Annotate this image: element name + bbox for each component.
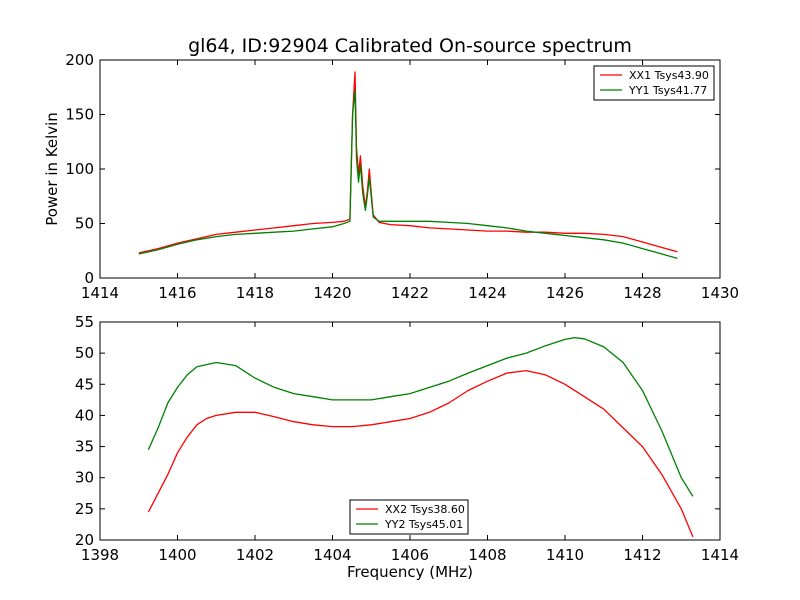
x-tick-label: 1416 xyxy=(158,284,196,302)
x-tick-label: 1400 xyxy=(158,546,196,564)
legend-label: YY2 Tsys45.01 xyxy=(384,518,463,531)
x-tick-label: 1398 xyxy=(81,546,119,564)
x-tick-label: 1428 xyxy=(623,284,661,302)
x-tick-label: 1412 xyxy=(623,546,661,564)
x-tick-label: 1414 xyxy=(701,546,739,564)
x-tick-label: 1430 xyxy=(701,284,739,302)
x-tick-label: 1420 xyxy=(313,284,351,302)
y-tick-label: 0 xyxy=(84,269,94,287)
figure-title: gl64, ID:92904 Calibrated On-source spec… xyxy=(188,35,632,57)
bottom-plot: 1398 1400 1402 1404 1406 1408 1410 1412 1414 20 25… xyxy=(75,313,739,564)
y-tick-label: 200 xyxy=(65,51,94,69)
y-tick-label: 25 xyxy=(75,500,94,518)
series-line-1 xyxy=(147,369,694,538)
y-tick-label: 30 xyxy=(75,469,94,487)
y-axis-label: Power in Kelvin xyxy=(43,112,61,226)
y-tick-label: 50 xyxy=(75,215,94,233)
legend-label: XX1 Tsys43.90 xyxy=(629,69,709,82)
legend: XX2 Tsys38.60 YY2 Tsys45.01 xyxy=(349,499,469,535)
x-axis-label: Frequency (MHz) xyxy=(347,563,473,581)
x-tick-label: 1424 xyxy=(468,284,506,302)
series-line-2 xyxy=(138,89,678,260)
series-line-2 xyxy=(147,336,694,497)
x-tick-label: 1408 xyxy=(468,546,506,564)
x-tick-label: 1422 xyxy=(391,284,429,302)
x-tick-label: 1426 xyxy=(546,284,584,302)
y-tick-label: 50 xyxy=(75,344,94,362)
x-tick-label: 1410 xyxy=(546,546,584,564)
y-tick-label: 40 xyxy=(75,406,94,424)
x-tick-label: 1406 xyxy=(391,546,429,564)
top-plot: 1414 1416 1418 1420 1422 1424 1426 1428 1430 0 50 1… xyxy=(65,51,739,302)
legend-label: XX2 Tsys38.60 xyxy=(385,503,465,516)
x-tick-label: 1404 xyxy=(313,546,351,564)
y-tick-label: 20 xyxy=(75,531,94,549)
x-tick-label: 1402 xyxy=(236,546,274,564)
legend-label: YY1 Tsys41.77 xyxy=(628,84,707,97)
y-tick-label: 35 xyxy=(75,438,94,456)
legend: XX1 Tsys43.90 YY1 Tsys41.77 xyxy=(593,65,715,101)
y-tick-label: 55 xyxy=(75,313,94,331)
y-tick-label: 45 xyxy=(75,375,94,393)
x-tick-label: 1418 xyxy=(236,284,274,302)
y-tick-label: 150 xyxy=(65,106,94,124)
x-tick-label: 1414 xyxy=(81,284,119,302)
y-tick-label: 100 xyxy=(65,160,94,178)
